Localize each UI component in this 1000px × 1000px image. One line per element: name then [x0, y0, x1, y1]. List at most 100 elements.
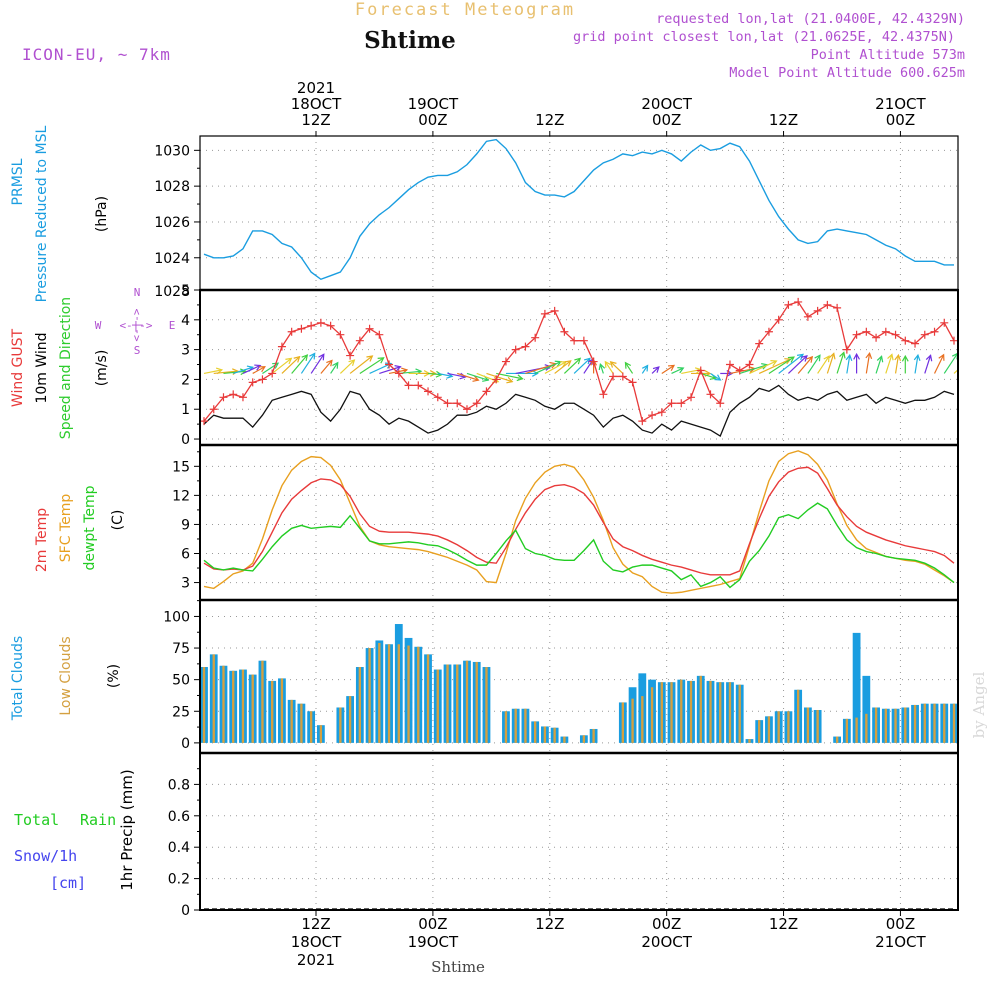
wind-direction-arrow: [739, 364, 768, 375]
panel-content-pressure: [203, 138, 954, 281]
low-cloud-bar: [543, 726, 547, 743]
point-altitude: Point Altitude 573m: [811, 47, 965, 63]
gust-marker: [852, 330, 861, 339]
low-cloud-bar: [641, 696, 644, 743]
gust-marker: [375, 330, 384, 339]
gust-marker: [521, 342, 530, 351]
top-axis-label: 00Z: [652, 111, 681, 129]
gust-marker: [589, 357, 598, 366]
gust-marker: [628, 378, 637, 387]
low-cloud-bar: [485, 667, 488, 743]
legend-low-clouds: Low Clouds: [58, 636, 74, 715]
gust-marker: [940, 318, 949, 327]
wind-direction-arrow: [223, 370, 246, 375]
legend-snow-unit: [cm]: [50, 874, 86, 892]
wind-direction-arrow: [349, 355, 373, 374]
low-cloud-bar: [446, 664, 449, 743]
gust-marker: [365, 324, 374, 333]
y-tick-label: 15: [172, 459, 190, 475]
low-cloud-bar: [592, 728, 595, 743]
y-tick-label: 0.8: [168, 777, 190, 793]
gust-marker: [638, 417, 647, 426]
gust-marker: [316, 318, 325, 327]
wind-direction-arrow: [700, 372, 716, 379]
wind-direction-arrow: [359, 357, 384, 374]
low-cloud-bar: [339, 707, 342, 743]
gust-marker: [511, 345, 520, 354]
wind-direction-arrowhead: [301, 354, 309, 362]
legend-rain: Rain: [80, 811, 116, 829]
low-cloud-bar: [378, 642, 381, 743]
gust-marker: [238, 393, 247, 402]
wind-direction-arrow: [749, 360, 777, 375]
gust-marker: [570, 336, 579, 345]
low-cloud-bar: [865, 713, 868, 743]
y-tick-label: 3: [181, 343, 190, 359]
wind-direction-arrow: [914, 355, 919, 374]
wind-direction-arrowhead: [285, 357, 293, 365]
gust-marker: [950, 336, 958, 345]
gust-marker: [930, 327, 939, 336]
compass-vertical: <-|->: [130, 308, 143, 341]
low-cloud-bar: [465, 660, 469, 743]
wind-direction-arrow: [291, 354, 308, 374]
compass-horizontal: <-|->: [119, 319, 152, 332]
wind-direction-arrowhead: [293, 355, 301, 363]
gust-marker: [209, 405, 218, 414]
bottom-axis-label: 2021: [297, 951, 335, 969]
low-cloud-bar: [689, 680, 693, 743]
wind-direction-arrowhead: [814, 354, 821, 362]
wind-direction-arrowhead: [429, 370, 437, 377]
wind-direction-arrow: [534, 361, 562, 375]
y-tick-label: 6: [181, 547, 190, 563]
wind-direction-arrow: [778, 353, 804, 374]
gust-marker: [599, 390, 608, 399]
gust-marker: [755, 339, 764, 348]
gust-marker: [268, 369, 277, 378]
gust-marker: [297, 324, 306, 333]
gust-marker: [385, 360, 394, 369]
panel-precip: 0 0.2 0.4 0.6 0.8: [168, 751, 959, 919]
top-axis-label: 12Z: [301, 111, 330, 129]
gust-marker: [881, 327, 890, 336]
bottom-axis-label: 00Z: [418, 915, 447, 933]
wind-direction-arrowhead: [787, 356, 795, 363]
wind-direction-arrow: [271, 357, 292, 374]
gust-marker: [355, 336, 364, 345]
gust-marker: [706, 390, 715, 399]
gust-marker: [229, 390, 238, 399]
bottom-axis-label: 12Z: [535, 915, 564, 933]
wind-direction-arrow: [768, 356, 795, 374]
low-cloud-bar: [387, 644, 391, 743]
y-tick-label: 0: [181, 432, 190, 448]
low-cloud-bar: [631, 698, 634, 743]
wind-direction-arrow: [788, 355, 808, 374]
low-cloud-bar: [300, 703, 303, 743]
gust-marker: [648, 411, 657, 420]
wind-direction-arrowhead: [583, 357, 591, 365]
wind-direction-arrow: [544, 361, 567, 374]
gust-marker: [258, 375, 267, 384]
wind-direction-arrowhead: [332, 361, 339, 369]
low-cloud-bar: [787, 711, 790, 743]
y-tick-label: 75: [172, 641, 190, 657]
ylabel-wind: (m/s): [94, 350, 110, 387]
wind-direction-arrow: [604, 361, 614, 374]
wind-direction-arrow: [339, 359, 355, 374]
low-cloud-bar: [621, 702, 624, 743]
wind-direction-arrowhead: [913, 353, 921, 362]
series-2m-temp-line: [203, 466, 955, 576]
gust-marker: [472, 399, 481, 408]
wind-direction-arrowhead: [609, 360, 617, 368]
low-cloud-bar: [475, 661, 478, 743]
wind-direction-arrowhead: [506, 376, 514, 384]
wind-direction-arrowhead: [667, 364, 676, 372]
wind-direction-arrow: [213, 370, 238, 375]
wind-direction-arrowhead: [272, 362, 280, 369]
panel-clouds: 0 25 50 75 100: [163, 598, 959, 754]
panel-content-wind: [200, 297, 958, 438]
wind-direction-arrow: [447, 372, 466, 378]
wind-direction-arrow: [427, 372, 442, 376]
